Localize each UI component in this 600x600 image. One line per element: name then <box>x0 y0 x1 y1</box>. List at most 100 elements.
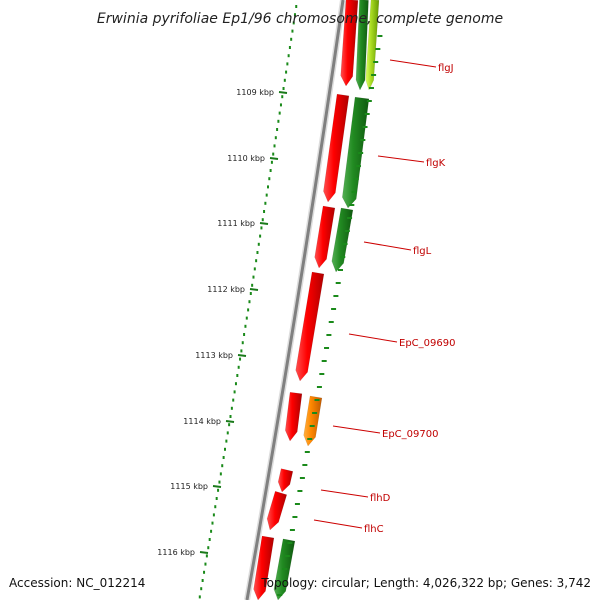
track-dot <box>290 37 293 41</box>
track-dot <box>264 201 267 205</box>
track-dot <box>276 128 279 131</box>
track-dot <box>208 538 211 541</box>
track-dot <box>251 283 254 287</box>
accession-text: Accession: NC_012214 <box>9 576 145 590</box>
track-dash <box>353 178 359 180</box>
track-dot <box>257 242 260 246</box>
gene-arrow-red <box>295 271 325 382</box>
track-dot <box>273 144 276 148</box>
track-dot <box>293 13 296 17</box>
track-dot <box>218 480 221 484</box>
genome-summary-text: Topology: circular; Length: 4,026,322 bp… <box>260 576 591 590</box>
track-dot <box>261 218 264 222</box>
track-dash <box>349 204 355 206</box>
gene-labels: flgJ flgK flgL EpC_09690 EpC_09700 flhD flhC <box>313 59 455 535</box>
gene-label-flhC: flhC <box>364 524 384 535</box>
track-dot <box>295 5 298 8</box>
major-tick <box>269 157 279 160</box>
track-dot <box>252 275 255 279</box>
gene-arrow-EpC_09700 <box>303 395 323 447</box>
track-dot <box>244 324 247 328</box>
track-dash <box>368 87 374 89</box>
gene-arrow-red <box>323 93 350 203</box>
track-dash <box>342 243 348 245</box>
track-dot <box>239 357 242 361</box>
track-dot <box>269 169 272 172</box>
track-dot <box>260 226 263 230</box>
tick-label: 1113 kbp <box>195 351 233 360</box>
track-dot <box>263 210 266 213</box>
track-dash <box>321 360 327 362</box>
track-dot <box>203 570 206 574</box>
track-dot <box>240 349 243 353</box>
track-dot <box>287 54 290 58</box>
major-tick <box>225 420 235 423</box>
major-tick <box>249 288 259 291</box>
track-dot <box>226 431 229 435</box>
scale-ticks: 1109 kbp 1110 kbp 1111 kbp 1112 kbp 1113 kbp… <box>157 5 383 599</box>
track-dash <box>282 568 288 570</box>
track-dot <box>230 406 233 410</box>
track-dot <box>228 423 231 427</box>
track-dot <box>229 415 232 418</box>
tick-label: 1116 kbp <box>157 548 195 557</box>
track-dot <box>272 152 275 156</box>
track-dash <box>355 165 361 167</box>
gene-arrow-flgL <box>331 207 354 273</box>
track-dash <box>377 35 383 37</box>
track-dash <box>351 191 357 193</box>
major-tick <box>278 91 288 94</box>
track-dot <box>241 341 244 345</box>
gene-arrow-flgJ <box>365 0 380 91</box>
track-dash <box>316 386 322 388</box>
track-dot <box>243 333 246 336</box>
track-dot <box>232 398 235 402</box>
label-leader-line <box>377 155 425 163</box>
gene-label-flhD: flhD <box>370 493 391 504</box>
track-dot <box>283 78 286 82</box>
track-dot <box>278 111 281 115</box>
track-dot <box>234 382 237 386</box>
gene-arrow-green <box>355 0 369 91</box>
track-dot <box>236 374 239 377</box>
track-dot <box>274 136 277 140</box>
track-dash <box>326 334 332 336</box>
major-tick <box>199 551 209 554</box>
track-dash <box>297 490 303 492</box>
tick-label: 1115 kbp <box>170 482 208 491</box>
track-dash <box>328 321 334 323</box>
gene-arrow-red <box>340 0 359 87</box>
track-dash <box>360 139 366 141</box>
track-dot <box>237 365 240 369</box>
track-dash <box>364 113 370 115</box>
track-dot <box>211 521 214 525</box>
track-dot <box>223 447 226 451</box>
tick-label: 1109 kbp <box>236 88 274 97</box>
gene-arrow-flgK <box>342 96 370 209</box>
track-dot <box>222 456 225 459</box>
gene-label-EpC_09690: EpC_09690 <box>399 338 455 349</box>
track-dot <box>217 488 220 492</box>
track-dash <box>371 74 377 76</box>
gene-label-EpC_09700: EpC_09700 <box>382 429 438 440</box>
track-dot <box>233 390 236 394</box>
track-dash <box>304 451 310 453</box>
track-dot <box>219 472 222 476</box>
track-dot <box>285 70 288 74</box>
track-dot <box>256 251 259 254</box>
track-dot <box>265 193 268 197</box>
track-dot <box>204 562 207 566</box>
backbone <box>244 0 346 600</box>
track-dash <box>337 269 343 271</box>
track-dot <box>212 513 215 517</box>
track-dash <box>340 256 346 258</box>
gene-arrow-red <box>277 468 294 493</box>
gene-features <box>253 0 380 600</box>
label-leader-line <box>313 519 363 529</box>
label-leader-line <box>332 425 381 434</box>
track-dash <box>344 230 350 232</box>
track-dash <box>358 152 364 154</box>
track-dot <box>225 439 228 443</box>
track-dot <box>198 595 201 599</box>
track-dash <box>335 282 341 284</box>
